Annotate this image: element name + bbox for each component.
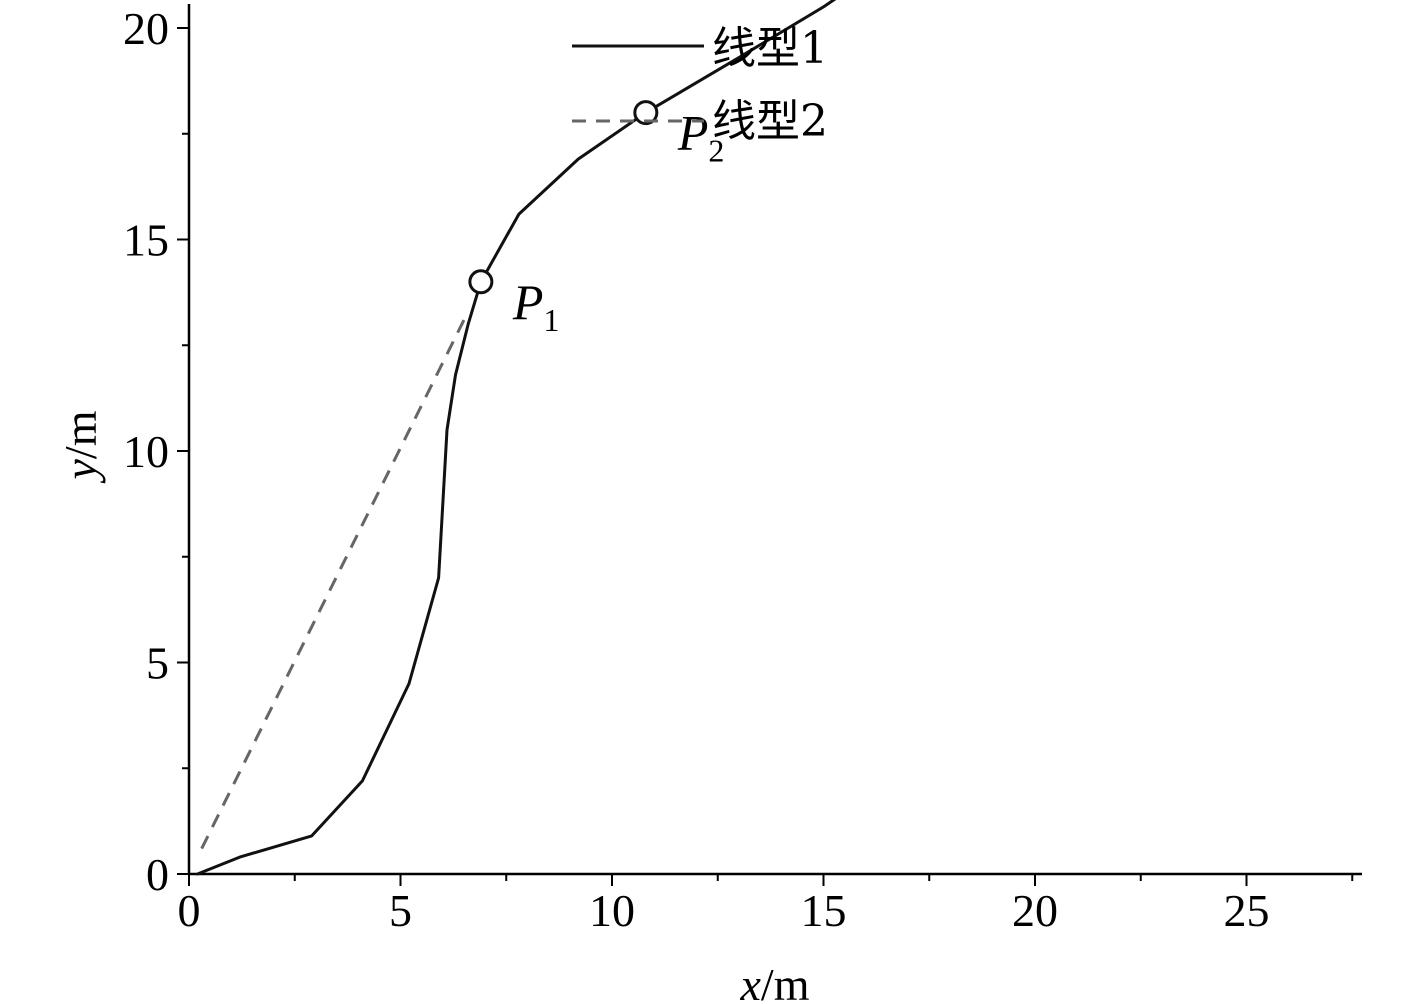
annotation-layer: P1P2P3 xyxy=(468,100,725,338)
point-marker-p1 xyxy=(468,269,494,295)
x-axis-title-var: x xyxy=(740,959,762,1004)
y-axis-title-var: y xyxy=(55,458,106,483)
point-label-p1: P1 xyxy=(512,274,560,338)
legend: 线型1 线型2 xyxy=(572,23,828,147)
x-tick-label: 0 xyxy=(178,885,201,936)
x-tick-label: 25 xyxy=(1224,885,1270,936)
series-line-1 xyxy=(196,0,837,876)
series-layer xyxy=(196,0,837,876)
y-axis-title: y/m xyxy=(55,410,106,483)
y-tick-label: 20 xyxy=(123,3,169,54)
legend-label-series-2: 线型2 xyxy=(712,96,828,147)
legend-label-series-1: 线型1 xyxy=(712,23,828,74)
point-marker-p2 xyxy=(633,100,659,126)
x-tick-label: 10 xyxy=(589,885,635,936)
x-ticks: 0 5 10 15 20 25 xyxy=(178,874,1354,936)
y-tick-label: 10 xyxy=(123,426,169,477)
x-axis-title: x/m xyxy=(740,959,810,1004)
y-tick-label: 15 xyxy=(123,215,169,266)
y-axis-title-unit: /m xyxy=(55,410,106,459)
y-tick-label: 0 xyxy=(146,849,169,900)
x-tick-label: 5 xyxy=(389,885,412,936)
x-axis-title-unit: /m xyxy=(761,959,810,1004)
y-tick-label: 5 xyxy=(146,638,169,689)
x-tick-label: 15 xyxy=(801,885,847,936)
x-tick-label: 20 xyxy=(1012,885,1058,936)
series-line-2 xyxy=(200,310,470,850)
axes xyxy=(187,4,1362,876)
point-label-p2: P2 xyxy=(677,105,725,169)
